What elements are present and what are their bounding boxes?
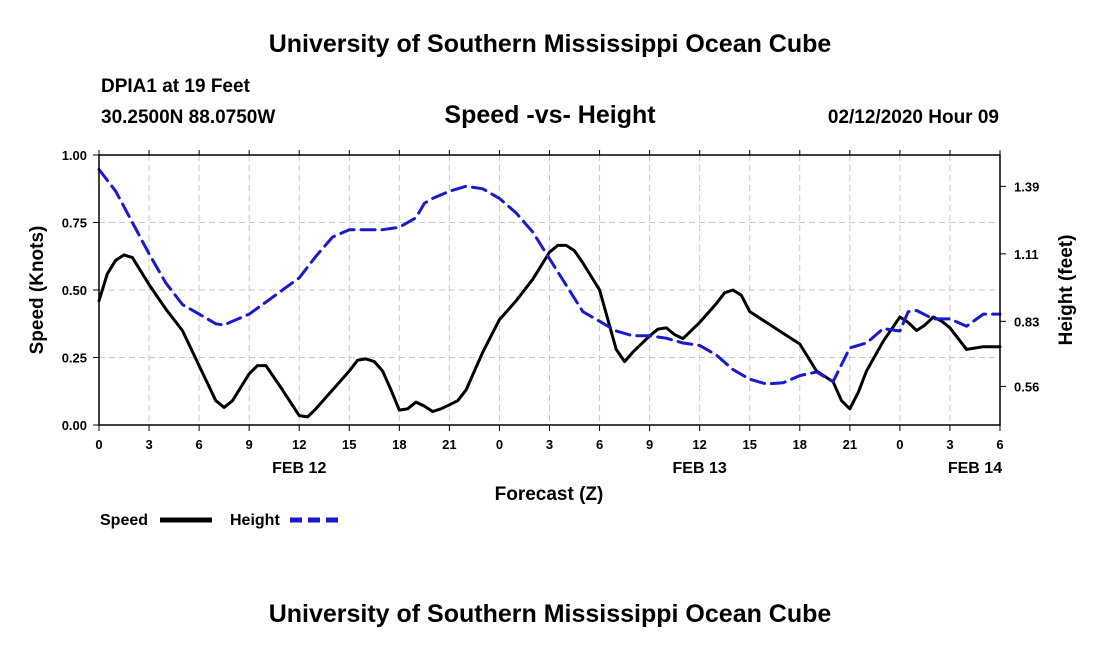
date-label: FEB 12: [272, 460, 326, 477]
legend: Speed Height: [100, 512, 342, 529]
x-tick-label: 9: [246, 437, 253, 452]
x-tick-label: 0: [496, 437, 503, 452]
height-series-line: [97, 168, 1002, 386]
y2-tick-label: 0.83: [1014, 314, 1039, 329]
legend-height-label: Height: [230, 512, 280, 529]
y-axis-title: Speed (Knots): [27, 226, 48, 355]
x-tick-label: 0: [896, 437, 903, 452]
x-tick-label: 21: [843, 437, 857, 452]
footer-title: University of Southern Mississippi Ocean…: [268, 600, 832, 628]
x-tick-label: 3: [546, 437, 553, 452]
y2-tick-label: 1.39: [1014, 179, 1039, 194]
x-tick-label: 6: [996, 437, 1003, 452]
page-title: University of Southern Mississippi Ocean…: [268, 30, 832, 58]
x-tick-label: 15: [742, 437, 756, 452]
speed-series-line: [97, 243, 1002, 419]
y-tick-label: 0.00: [62, 418, 87, 433]
x-tick-label: 0: [95, 437, 102, 452]
chart-title: Speed -vs- Height: [444, 101, 656, 129]
x-tick-label: 3: [145, 437, 152, 452]
y-tick-label: 1.00: [62, 148, 87, 163]
axes: 0 3 6 9 12 15 18 21 0 3 6 9 12 15 18 21 0 3 6 0.00 0.25 0.50 0…: [62, 148, 1040, 477]
x-tick-label: 12: [692, 437, 706, 452]
x-tick-label: 3: [946, 437, 953, 452]
y2-tick-label: 1.11: [1014, 247, 1039, 262]
series-lines: [97, 168, 1002, 419]
x-tick-label: 15: [342, 437, 356, 452]
x-tick-label: 6: [596, 437, 603, 452]
y-tick-label: 0.50: [62, 283, 87, 298]
date-label: FEB 14: [948, 460, 1002, 477]
x-axis-title: Forecast (Z): [495, 484, 604, 505]
legend-speed-label: Speed: [100, 512, 148, 529]
y-tick-label: 0.75: [62, 216, 87, 231]
y2-tick-label: 0.56: [1014, 379, 1039, 394]
gridlines: [99, 155, 1000, 425]
station-label: DPIA1 at 19 Feet: [101, 76, 250, 97]
x-tick-label: 18: [392, 437, 406, 452]
y2-axis-title: Height (feet): [1056, 235, 1077, 346]
x-tick-label: 21: [442, 437, 456, 452]
forecast-run-time: 02/12/2020 Hour 09: [827, 107, 999, 128]
coordinates-label: 30.2500N 88.0750W: [101, 107, 276, 128]
x-tick-label: 12: [292, 437, 306, 452]
x-tick-label: 18: [793, 437, 807, 452]
x-tick-label: 6: [195, 437, 202, 452]
y-tick-label: 0.25: [62, 351, 87, 366]
date-label: FEB 13: [673, 460, 727, 477]
x-tick-label: 9: [646, 437, 653, 452]
